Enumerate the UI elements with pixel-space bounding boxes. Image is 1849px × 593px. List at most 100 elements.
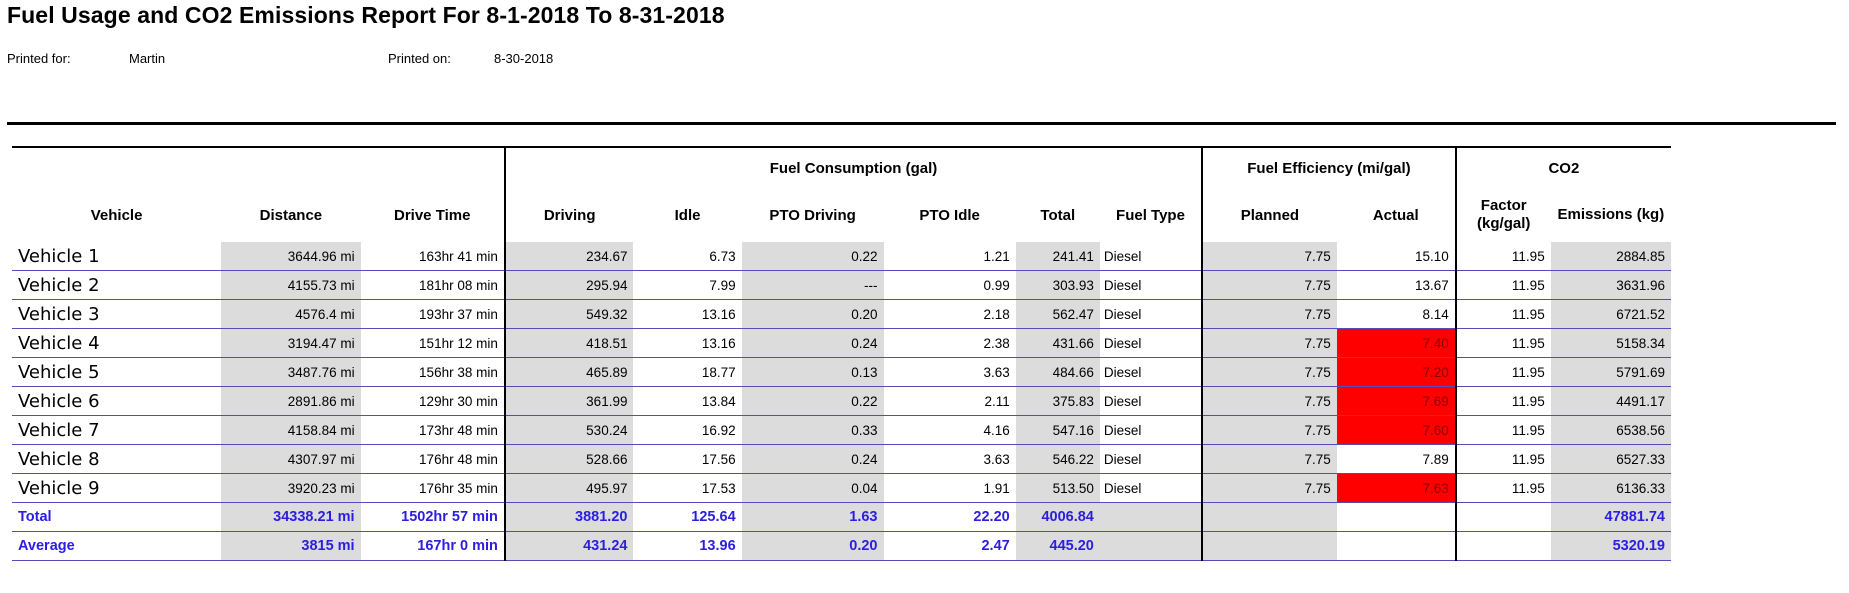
- summary-label: Average: [12, 531, 222, 561]
- factor-cell: 11.95: [1454, 444, 1551, 474]
- summary-total: 445.20: [1015, 531, 1100, 561]
- summary-actual-blank: [1336, 531, 1456, 561]
- header-group-fuel-efficiency: Fuel Efficiency (mi/gal): [1201, 146, 1456, 188]
- header-group-fuel-consumption: Fuel Consumption (gal): [503, 146, 1203, 188]
- actual-cell: 15.10: [1336, 242, 1456, 271]
- planned-cell: 7.75: [1201, 473, 1337, 503]
- pto-idle-cell: 3.63: [883, 444, 1016, 474]
- printed-on-value: 8-30-2018: [494, 51, 554, 66]
- factor-cell: 11.95: [1454, 473, 1551, 503]
- pto-driving-cell: 0.22: [741, 386, 884, 416]
- vehicle-name: Vehicle 5: [12, 357, 222, 387]
- total-cell: 431.66: [1015, 328, 1100, 358]
- actual-cell: 7.40: [1336, 328, 1456, 358]
- fuel-type-cell: Diesel: [1099, 415, 1203, 445]
- summary-idle: 125.64: [633, 502, 742, 532]
- emissions-cell: 6136.33: [1550, 473, 1671, 503]
- distance-cell: 2891.86 mi: [221, 386, 361, 416]
- fuel-type-cell: Diesel: [1099, 299, 1203, 329]
- summary-driving: 3881.20: [503, 502, 634, 532]
- header-actual: Actual: [1372, 206, 1419, 224]
- idle-cell: 13.16: [633, 299, 742, 329]
- emissions-cell: 6527.33: [1550, 444, 1671, 474]
- header-drive-time: Drive Time: [394, 206, 471, 224]
- drive-time-cell: 181hr 08 min: [360, 270, 505, 300]
- distance-cell: 4307.97 mi: [221, 444, 361, 474]
- printed-for-value: Martin: [129, 51, 166, 66]
- summary-emissions: 5320.19: [1550, 531, 1671, 561]
- drive-time-cell: 176hr 48 min: [360, 444, 505, 474]
- vehicle-name: Vehicle 2: [12, 270, 222, 300]
- summary-row: Total 34338.21 mi 1502hr 57 min 3881.20 125.…: [12, 502, 1671, 532]
- pto-driving-cell: ---: [741, 270, 884, 300]
- planned-cell: 7.75: [1201, 386, 1337, 416]
- driving-cell: 530.24: [503, 415, 634, 445]
- total-cell: 547.16: [1015, 415, 1100, 445]
- summary-factor-blank: [1454, 531, 1551, 561]
- pto-driving-cell: 0.24: [741, 328, 884, 358]
- distance-cell: 3194.47 mi: [221, 328, 361, 358]
- factor-cell: 11.95: [1454, 386, 1551, 416]
- factor-cell: 11.95: [1454, 357, 1551, 387]
- vehicle-name: Vehicle 9: [12, 473, 222, 503]
- distance-cell: 3920.23 mi: [221, 473, 361, 503]
- summary-drive-time: 167hr 0 min: [360, 531, 505, 561]
- summary-drive-time: 1502hr 57 min: [360, 502, 505, 532]
- idle-cell: 16.92: [633, 415, 742, 445]
- fuel-type-cell: Diesel: [1099, 386, 1203, 416]
- actual-cell: 7.60: [1336, 415, 1456, 445]
- summary-factor-blank: [1454, 502, 1551, 532]
- table-row: Vehicle 2 4155.73 mi 181hr 08 min 295.94 7.9…: [12, 270, 1671, 300]
- planned-cell: 7.75: [1201, 299, 1337, 329]
- driving-cell: 418.51: [503, 328, 634, 358]
- header-divider: [7, 122, 1836, 125]
- total-cell: 562.47: [1015, 299, 1100, 329]
- summary-planned-blank: [1201, 531, 1337, 561]
- header-distance: Distance: [259, 206, 323, 224]
- summary-planned-blank: [1201, 502, 1337, 532]
- summary-fuel-type-blank: [1099, 531, 1203, 561]
- header-blank: [12, 146, 505, 188]
- drive-time-cell: 176hr 35 min: [360, 473, 505, 503]
- idle-cell: 7.99: [633, 270, 742, 300]
- pto-driving-cell: 0.24: [741, 444, 884, 474]
- pto-idle-cell: 2.38: [883, 328, 1016, 358]
- summary-fuel-type-blank: [1099, 502, 1203, 532]
- drive-time-cell: 151hr 12 min: [360, 328, 505, 358]
- idle-cell: 6.73: [633, 242, 742, 271]
- header-emissions: Emissions (kg): [1557, 206, 1665, 223]
- total-cell: 241.41: [1015, 242, 1100, 271]
- total-cell: 484.66: [1015, 357, 1100, 387]
- emissions-cell: 5791.69: [1550, 357, 1671, 387]
- actual-cell: 7.20: [1336, 357, 1456, 387]
- table-row: Vehicle 1 3644.96 mi 163hr 41 min 234.67 6.7…: [12, 242, 1671, 271]
- table-row: Vehicle 7 4158.84 mi 173hr 48 min 530.24 16.…: [12, 415, 1671, 445]
- summary-emissions: 47881.74: [1550, 502, 1671, 532]
- factor-cell: 11.95: [1454, 328, 1551, 358]
- table-row: Vehicle 5 3487.76 mi 156hr 38 min 465.89 18.…: [12, 357, 1671, 387]
- actual-cell: 13.67: [1336, 270, 1456, 300]
- fuel-type-cell: Diesel: [1099, 357, 1203, 387]
- drive-time-cell: 193hr 37 min: [360, 299, 505, 329]
- summary-pto-idle: 2.47: [883, 531, 1016, 561]
- idle-cell: 18.77: [633, 357, 742, 387]
- summary-label: Total: [12, 502, 222, 532]
- table-row: Vehicle 8 4307.97 mi 176hr 48 min 528.66 17.…: [12, 444, 1671, 474]
- printed-for-label: Printed for:: [7, 51, 71, 66]
- header-factor: Factor (kg/gal): [1454, 188, 1551, 242]
- pto-driving-cell: 0.04: [741, 473, 884, 503]
- summary-distance: 3815 mi: [221, 531, 361, 561]
- idle-cell: 13.84: [633, 386, 742, 416]
- idle-cell: 17.53: [633, 473, 742, 503]
- fuel-type-cell: Diesel: [1099, 270, 1203, 300]
- summary-pto-driving: 0.20: [741, 531, 884, 561]
- driving-cell: 465.89: [503, 357, 634, 387]
- driving-cell: 495.97: [503, 473, 634, 503]
- actual-cell: 7.63: [1336, 473, 1456, 503]
- emissions-cell: 3631.96: [1550, 270, 1671, 300]
- pto-idle-cell: 2.18: [883, 299, 1016, 329]
- vehicle-name: Vehicle 8: [12, 444, 222, 474]
- drive-time-cell: 156hr 38 min: [360, 357, 505, 387]
- factor-cell: 11.95: [1454, 299, 1551, 329]
- pto-driving-cell: 0.22: [741, 242, 884, 271]
